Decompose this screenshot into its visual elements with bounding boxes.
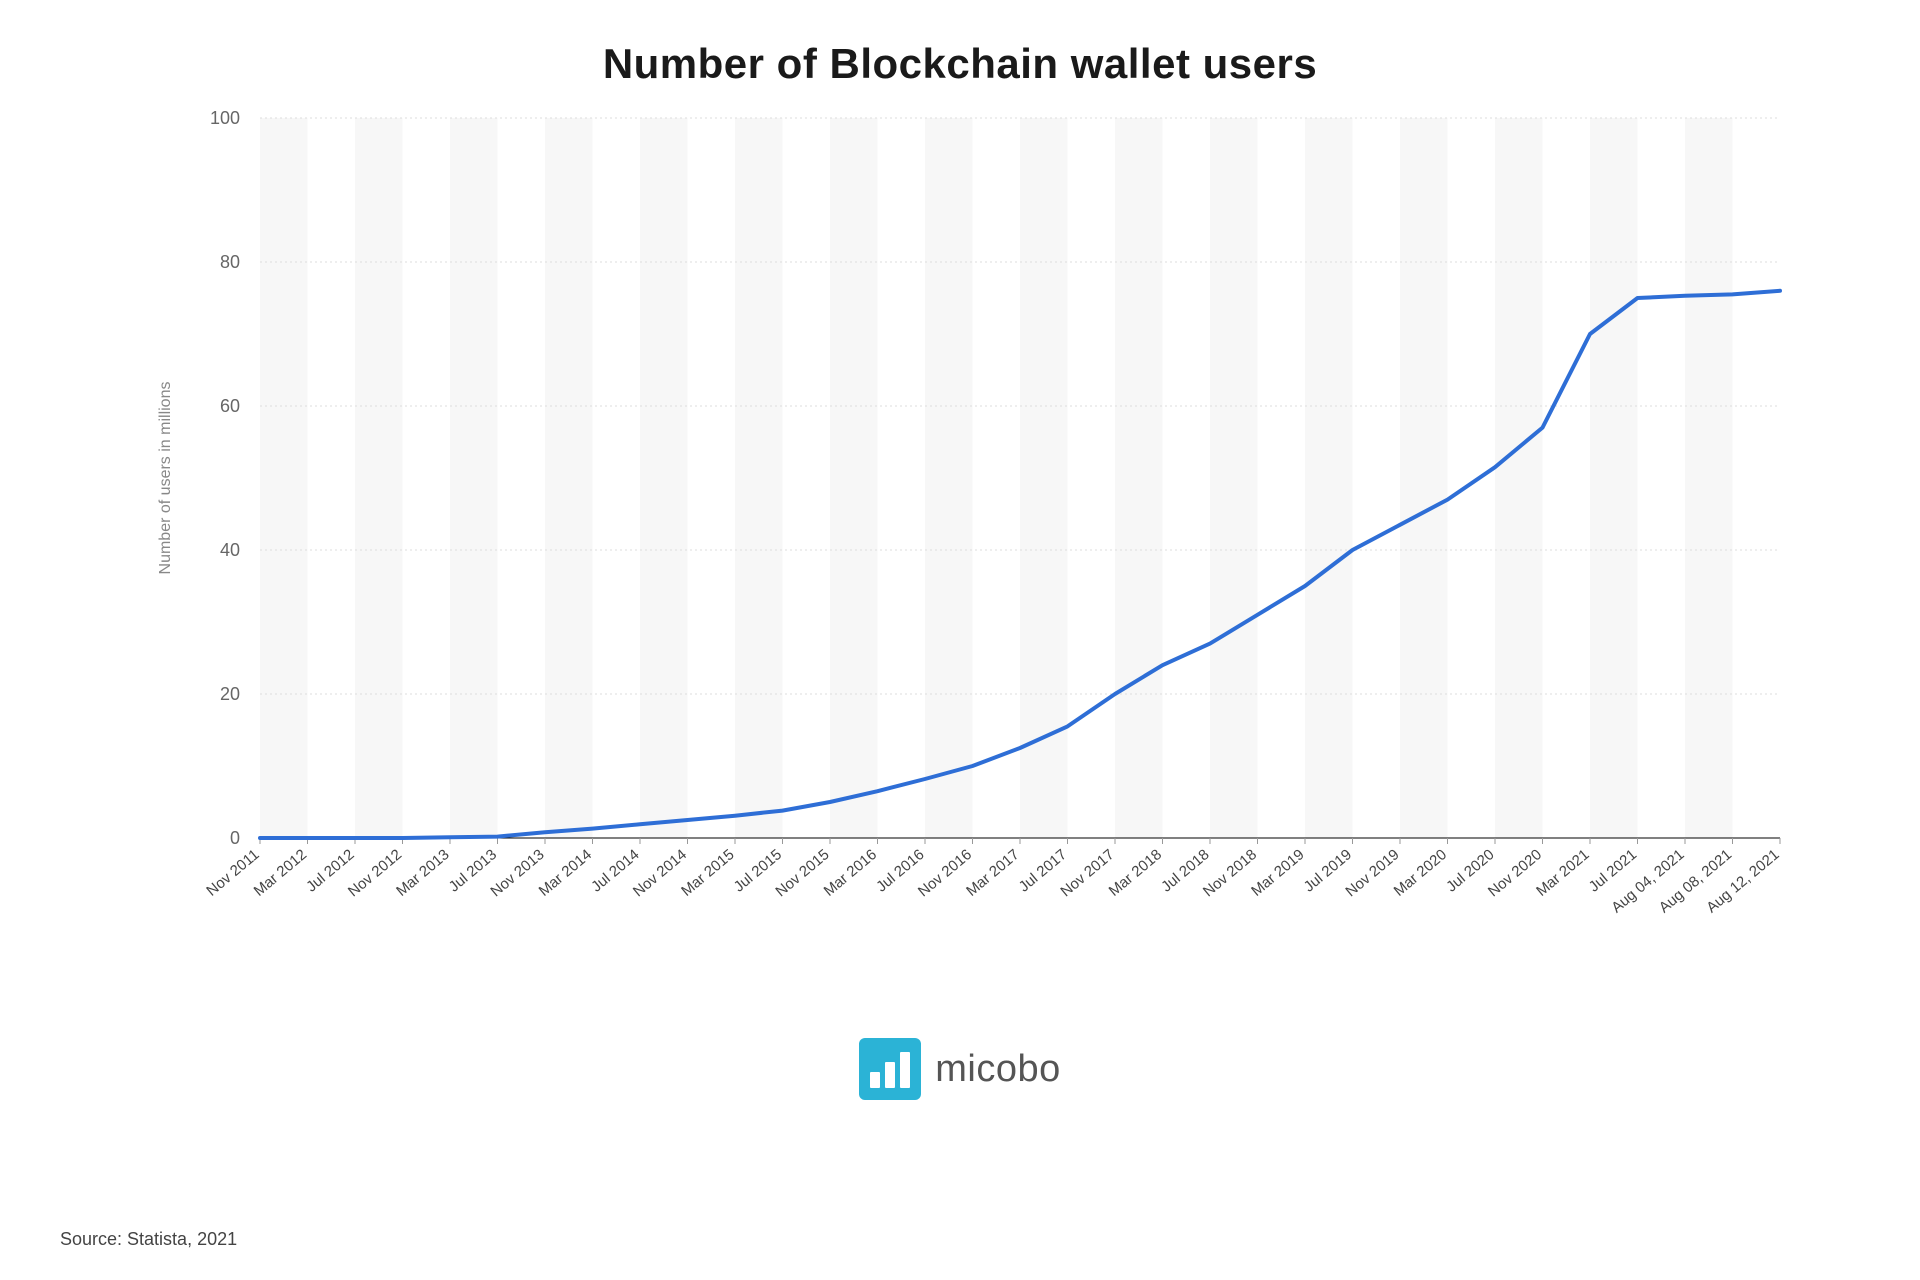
- plot-band: [1590, 118, 1638, 838]
- x-tick-label: Mar 2017: [963, 846, 1022, 900]
- x-tick-label: Mar 2016: [821, 846, 880, 900]
- line-chart: 0 20 40 60 80 100 Number of users in millions N…: [110, 98, 1810, 1018]
- x-tick-label: Nov 2020: [1485, 846, 1545, 900]
- x-tick-label: Mar 2012: [251, 846, 310, 900]
- source-text: Source: Statista, 2021: [60, 1229, 237, 1250]
- plot-band: [735, 118, 783, 838]
- logo: micobo: [60, 1038, 1860, 1100]
- plot-band: [925, 118, 973, 838]
- chart-title: Number of Blockchain wallet users: [60, 40, 1860, 88]
- x-tick-label: Nov 2016: [915, 846, 975, 900]
- plot-band: [830, 118, 878, 838]
- x-tick-label: Nov 2012: [345, 846, 405, 900]
- plot-band: [545, 118, 593, 838]
- x-tick-label: Nov 2017: [1057, 846, 1117, 900]
- y-axis-label: Number of users in millions: [157, 382, 174, 575]
- x-tick-label: Mar 2020: [1391, 846, 1450, 900]
- x-tick-label: Mar 2015: [678, 846, 737, 900]
- plot-band: [450, 118, 498, 838]
- chart-container: Number of Blockchain wallet users 0 20 40 6…: [60, 40, 1860, 1160]
- plot-band: [1210, 118, 1258, 838]
- y-tick-label: 60: [220, 396, 240, 416]
- x-tick-label: Nov 2019: [1342, 846, 1402, 900]
- x-tick-label: Nov 2014: [630, 846, 690, 900]
- plot-band: [1685, 118, 1733, 838]
- plot-band: [355, 118, 403, 838]
- x-tick-label: Mar 2019: [1248, 846, 1307, 900]
- logo-bar-1: [870, 1072, 880, 1088]
- plot-band: [1305, 118, 1353, 838]
- logo-bar-2: [885, 1062, 895, 1088]
- plot-band: [1115, 118, 1163, 838]
- y-tick-label: 0: [230, 828, 240, 848]
- plot-band: [1400, 118, 1448, 838]
- y-tick-label: 100: [210, 108, 240, 128]
- x-tick-label: Mar 2021: [1533, 846, 1592, 900]
- plot-band: [1495, 118, 1543, 838]
- plot-band: [640, 118, 688, 838]
- y-tick-label: 40: [220, 540, 240, 560]
- logo-text: micobo: [935, 1048, 1061, 1091]
- logo-icon: [859, 1038, 921, 1100]
- x-tick-label: Mar 2018: [1106, 846, 1165, 900]
- x-tick-label: Mar 2014: [536, 846, 595, 900]
- x-tick-label: Nov 2015: [772, 846, 832, 900]
- y-tick-label: 80: [220, 252, 240, 272]
- x-tick-label: Mar 2013: [393, 846, 452, 900]
- plot-band: [260, 118, 308, 838]
- x-tick-label: Nov 2013: [487, 846, 547, 900]
- x-tick-label: Nov 2018: [1200, 846, 1260, 900]
- logo-bar-3: [900, 1052, 910, 1088]
- y-tick-label: 20: [220, 684, 240, 704]
